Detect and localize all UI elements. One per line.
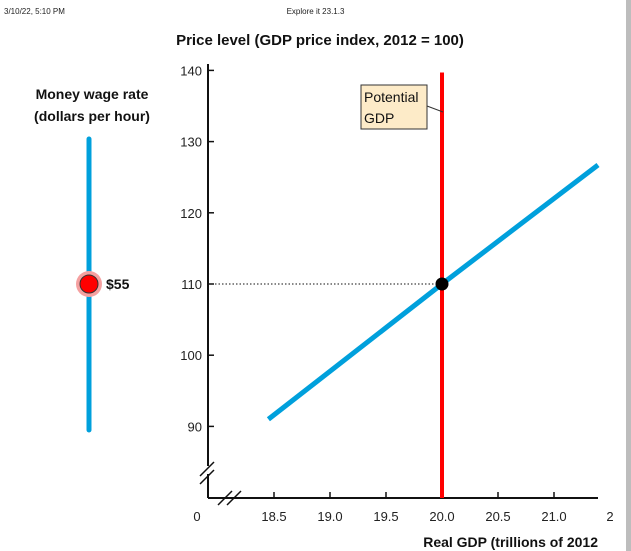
scrollbar-edge xyxy=(626,0,631,551)
slider-label-line1: Money wage rate xyxy=(35,86,149,102)
y-tick-label: 140 xyxy=(180,63,202,78)
x-axis-break-mark xyxy=(217,490,233,506)
y-tick-label: 110 xyxy=(181,277,202,292)
x-tick-label: 20.5 xyxy=(485,509,510,524)
y-tick-label: 90 xyxy=(188,419,202,434)
x-axis-label: Real GDP (trillions of 2012 xyxy=(423,534,598,550)
potential-gdp-leader xyxy=(426,105,444,113)
timestamp: 3/10/22, 5:10 PM xyxy=(4,7,65,16)
x-tick-label: 19.5 xyxy=(373,509,398,524)
wage-value-label: $55 xyxy=(106,276,130,292)
aggregate-supply-curve xyxy=(266,163,600,422)
chart-title: Price level (GDP price index, 2012 = 100… xyxy=(176,32,464,49)
y-tick-label: 120 xyxy=(180,206,202,221)
potential-gdp-label-box xyxy=(360,84,428,130)
slider-label: Money wage rate (dollars per hour) xyxy=(18,83,166,127)
x-tick-label: 18.5 xyxy=(261,509,286,524)
x-origin-label: 0 xyxy=(193,509,200,524)
y-axis-break-mark xyxy=(199,469,215,485)
y-tick-label: 130 xyxy=(180,135,202,150)
slider-label-line2: (dollars per hour) xyxy=(34,108,150,124)
x-tick-label: 21.0 xyxy=(541,509,566,524)
x-tick-label: 20.0 xyxy=(429,509,454,524)
equilibrium-point[interactable] xyxy=(435,277,449,291)
y-axis-break-mark xyxy=(199,461,215,477)
x-axis-break-mark xyxy=(226,490,242,506)
x-tick-label: 2 xyxy=(606,509,613,524)
x-tick-label: 19.0 xyxy=(317,509,342,524)
wage-slider-knob[interactable] xyxy=(79,274,99,294)
potential-gdp-label-line1: Potential xyxy=(364,89,418,105)
y-tick-label: 100 xyxy=(180,348,202,363)
potential-gdp-label-line2: GDP xyxy=(364,110,394,126)
page-header-title: Explore it 23.1.3 xyxy=(286,7,345,16)
